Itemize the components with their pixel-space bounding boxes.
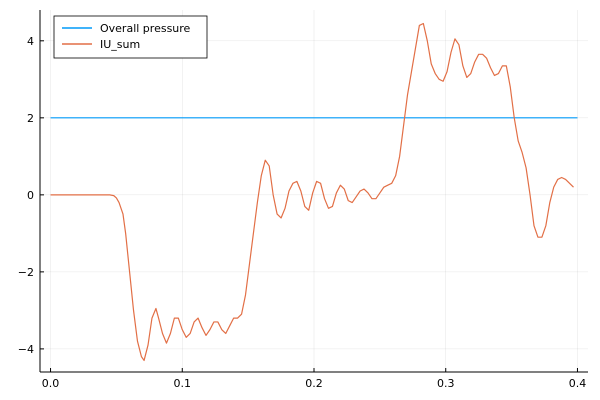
legend-box	[53, 15, 208, 59]
y-tick-label: −4	[18, 343, 34, 356]
y-tick-label: 2	[27, 112, 34, 125]
y-tick-label: 0	[27, 189, 34, 202]
legend: Overall pressure IU_sum	[53, 15, 208, 59]
series-line-iu-sum	[50, 22, 574, 362]
series-layer	[50, 22, 578, 362]
y-tick-label: −2	[18, 266, 34, 279]
x-tick-label: 0.1	[174, 377, 192, 390]
x-tick-label: 0.2	[305, 377, 323, 390]
tick-layer: 0.0 0.1 0.2 0.3 0.4 −4 −2 0 2 4	[18, 35, 586, 390]
y-tick-label: 4	[27, 35, 34, 48]
legend-label: Overall pressure	[100, 22, 191, 35]
x-tick-label: 0.0	[42, 377, 60, 390]
legend-label: IU_sum	[100, 38, 140, 51]
x-tick-label: 0.3	[437, 377, 455, 390]
x-tick-label: 0.4	[569, 377, 587, 390]
